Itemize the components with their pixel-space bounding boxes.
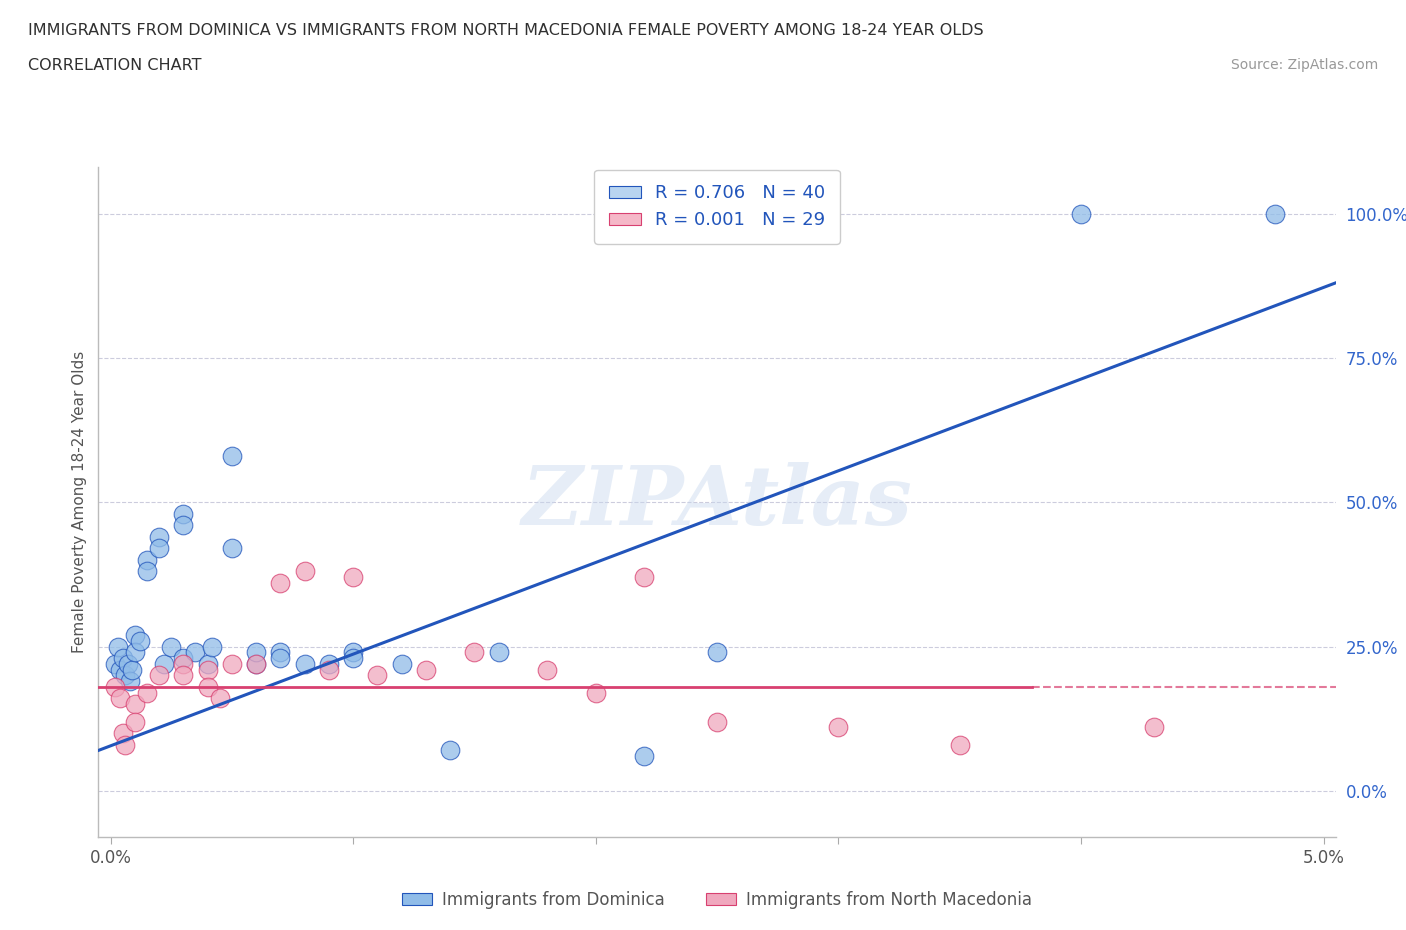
Point xyxy=(121,662,143,677)
Point xyxy=(197,680,219,695)
Point xyxy=(488,644,510,659)
Point xyxy=(184,644,207,659)
Point xyxy=(136,685,159,700)
Point xyxy=(221,657,243,671)
Point xyxy=(128,633,150,648)
Point xyxy=(114,668,136,683)
Text: Source: ZipAtlas.com: Source: ZipAtlas.com xyxy=(1230,58,1378,72)
Point xyxy=(148,529,170,544)
Point xyxy=(245,657,267,671)
Point xyxy=(366,668,388,683)
Point xyxy=(245,657,267,671)
Point xyxy=(111,651,134,666)
Point xyxy=(104,680,127,695)
Point xyxy=(111,725,134,740)
Point xyxy=(172,651,194,666)
Point xyxy=(197,662,219,677)
Point xyxy=(124,714,146,729)
Point xyxy=(107,639,129,654)
Point xyxy=(172,506,194,521)
Point xyxy=(342,651,364,666)
Point xyxy=(148,668,170,683)
Text: ZIPAtlas: ZIPAtlas xyxy=(522,462,912,542)
Point xyxy=(124,644,146,659)
Point xyxy=(114,737,136,752)
Point xyxy=(160,639,183,654)
Text: IMMIGRANTS FROM DOMINICA VS IMMIGRANTS FROM NORTH MACEDONIA FEMALE POVERTY AMONG: IMMIGRANTS FROM DOMINICA VS IMMIGRANTS F… xyxy=(28,23,984,38)
Point xyxy=(1264,206,1286,221)
Point xyxy=(439,743,461,758)
Point xyxy=(124,628,146,643)
Point xyxy=(318,662,340,677)
Point xyxy=(245,644,267,659)
Point xyxy=(463,644,485,659)
Point xyxy=(706,644,728,659)
Point xyxy=(1143,720,1166,735)
Point xyxy=(124,697,146,711)
Y-axis label: Female Poverty Among 18-24 Year Olds: Female Poverty Among 18-24 Year Olds xyxy=(72,352,87,654)
Point xyxy=(706,714,728,729)
Point xyxy=(342,570,364,585)
Point xyxy=(415,662,437,677)
Point xyxy=(633,570,655,585)
Point xyxy=(585,685,607,700)
Point xyxy=(536,662,558,677)
Point xyxy=(1070,206,1092,221)
Text: CORRELATION CHART: CORRELATION CHART xyxy=(28,58,201,73)
Point xyxy=(104,657,127,671)
Point xyxy=(118,673,141,688)
Point xyxy=(201,639,224,654)
Point xyxy=(110,662,132,677)
Point xyxy=(110,691,132,706)
Point xyxy=(633,749,655,764)
Point xyxy=(949,737,972,752)
Point xyxy=(391,657,413,671)
Point xyxy=(342,644,364,659)
Point xyxy=(221,541,243,556)
Point xyxy=(172,657,194,671)
Point xyxy=(136,552,159,567)
Point xyxy=(148,541,170,556)
Point xyxy=(294,564,316,578)
Point xyxy=(221,448,243,463)
Point xyxy=(208,691,231,706)
Point xyxy=(294,657,316,671)
Point xyxy=(117,657,139,671)
Point xyxy=(172,518,194,533)
Legend: Immigrants from Dominica, Immigrants from North Macedonia: Immigrants from Dominica, Immigrants fro… xyxy=(395,884,1039,916)
Point xyxy=(318,657,340,671)
Point xyxy=(153,657,176,671)
Point xyxy=(197,657,219,671)
Point xyxy=(827,720,849,735)
Point xyxy=(269,651,291,666)
Point xyxy=(172,668,194,683)
Point xyxy=(136,564,159,578)
Point xyxy=(269,644,291,659)
Point xyxy=(269,576,291,591)
